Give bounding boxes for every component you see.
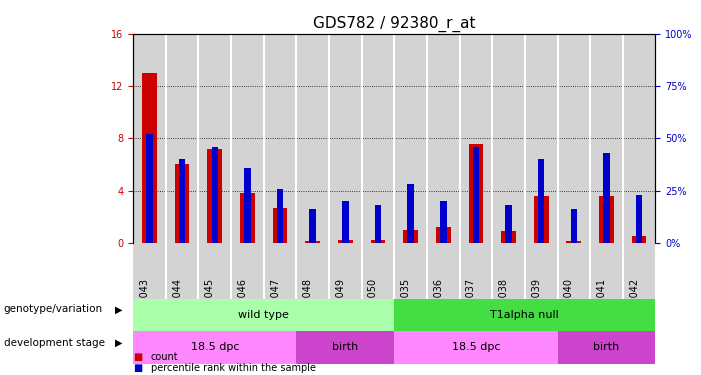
Bar xyxy=(403,230,418,243)
Bar xyxy=(147,134,153,243)
Bar xyxy=(436,227,451,243)
Text: ■: ■ xyxy=(133,363,142,373)
Bar xyxy=(371,240,386,243)
Bar xyxy=(277,189,283,243)
Bar xyxy=(622,34,655,243)
Bar xyxy=(571,210,577,243)
Bar xyxy=(505,205,512,243)
Bar xyxy=(175,165,189,243)
Bar xyxy=(525,34,557,243)
Bar xyxy=(133,331,297,364)
Bar xyxy=(538,159,545,243)
Bar xyxy=(207,149,222,243)
Bar xyxy=(338,240,353,243)
Bar xyxy=(212,147,218,243)
Bar xyxy=(306,241,320,243)
Bar xyxy=(362,34,395,243)
Text: birth: birth xyxy=(593,342,620,352)
Bar xyxy=(264,34,297,243)
Bar xyxy=(297,34,329,243)
Text: T1alpha null: T1alpha null xyxy=(491,310,559,320)
Text: ■: ■ xyxy=(133,352,142,362)
Bar xyxy=(375,205,381,243)
Bar xyxy=(460,34,492,243)
Text: 18.5 dpc: 18.5 dpc xyxy=(451,342,500,352)
Bar xyxy=(407,184,414,243)
Bar xyxy=(599,196,614,243)
Bar xyxy=(468,144,483,243)
Bar xyxy=(142,73,157,243)
Bar xyxy=(557,34,590,243)
Bar xyxy=(440,201,447,243)
Bar xyxy=(632,236,646,243)
Text: ▶: ▶ xyxy=(115,338,123,348)
Text: genotype/variation: genotype/variation xyxy=(4,304,102,314)
Bar xyxy=(492,34,525,243)
Bar xyxy=(198,34,231,243)
Bar xyxy=(342,201,348,243)
Title: GDS782 / 92380_r_at: GDS782 / 92380_r_at xyxy=(313,16,475,32)
Text: 18.5 dpc: 18.5 dpc xyxy=(191,342,239,352)
Bar xyxy=(244,168,251,243)
Bar xyxy=(534,196,549,243)
Text: ▶: ▶ xyxy=(115,304,123,314)
Bar xyxy=(133,298,395,331)
Bar xyxy=(427,34,460,243)
Bar xyxy=(231,34,264,243)
Bar xyxy=(297,331,395,364)
Bar xyxy=(273,208,287,243)
Bar xyxy=(166,34,198,243)
Bar xyxy=(309,210,316,243)
Bar xyxy=(472,147,479,243)
Bar xyxy=(590,34,622,243)
Bar xyxy=(395,298,655,331)
Bar xyxy=(557,331,655,364)
Bar xyxy=(240,193,254,243)
Bar xyxy=(604,153,610,243)
Bar xyxy=(395,34,427,243)
Text: birth: birth xyxy=(332,342,358,352)
Text: count: count xyxy=(151,352,178,362)
Bar xyxy=(329,34,362,243)
Bar xyxy=(133,34,166,243)
Text: percentile rank within the sample: percentile rank within the sample xyxy=(151,363,315,373)
Bar xyxy=(395,331,557,364)
Bar xyxy=(179,159,185,243)
Bar xyxy=(566,241,581,243)
Bar xyxy=(636,195,642,243)
Text: development stage: development stage xyxy=(4,338,104,348)
Text: wild type: wild type xyxy=(238,310,290,320)
Bar xyxy=(501,231,516,243)
